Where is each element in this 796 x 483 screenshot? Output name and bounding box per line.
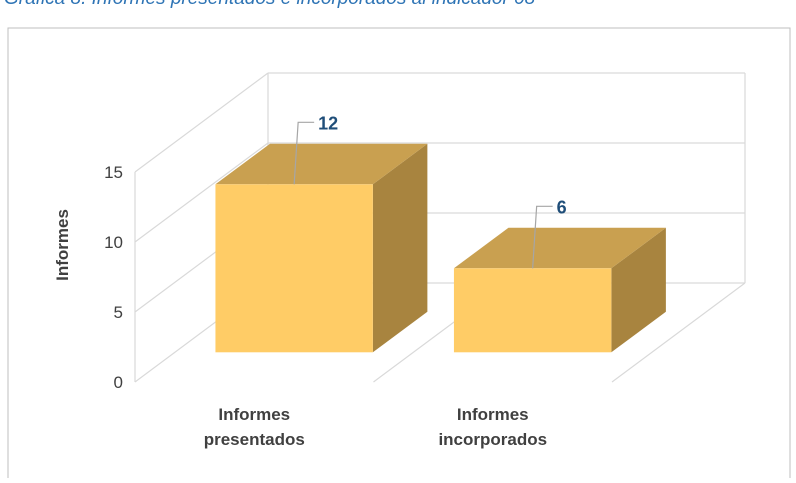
x-tick-label: Informes presentados: [204, 405, 305, 449]
y-tick-label: 0: [114, 373, 123, 392]
grid-line: [134, 142, 269, 243]
y-tick-label: 15: [104, 163, 123, 182]
bar-side: [611, 227, 666, 353]
bar: [453, 227, 666, 353]
y-axis-label: Informes: [53, 209, 72, 281]
x-tick-label: Informes incorporados: [438, 405, 547, 449]
x-tick-label-line: incorporados: [438, 430, 547, 449]
data-label: 12: [318, 113, 338, 133]
y-tick-label: 10: [104, 233, 123, 252]
y-tick-label: 5: [114, 303, 123, 322]
data-label: 6: [557, 197, 567, 217]
bar: [215, 143, 428, 353]
grid-line: [134, 72, 269, 173]
x-tick-label-line: presentados: [204, 430, 305, 449]
bar-top: [453, 227, 666, 269]
leader-line: [293, 121, 315, 185]
bar-top: [215, 143, 428, 185]
bar-side: [372, 143, 428, 353]
x-tick-label-line: Informes: [457, 405, 529, 424]
x-tick-label-line: Informes: [218, 405, 290, 424]
bar-front: [453, 268, 612, 353]
bar-front: [215, 184, 373, 353]
leader-line: [532, 205, 553, 269]
chart-title: Gráfica 8. Informes presentados e incorp…: [4, 0, 536, 9]
floor-line: [611, 282, 746, 383]
